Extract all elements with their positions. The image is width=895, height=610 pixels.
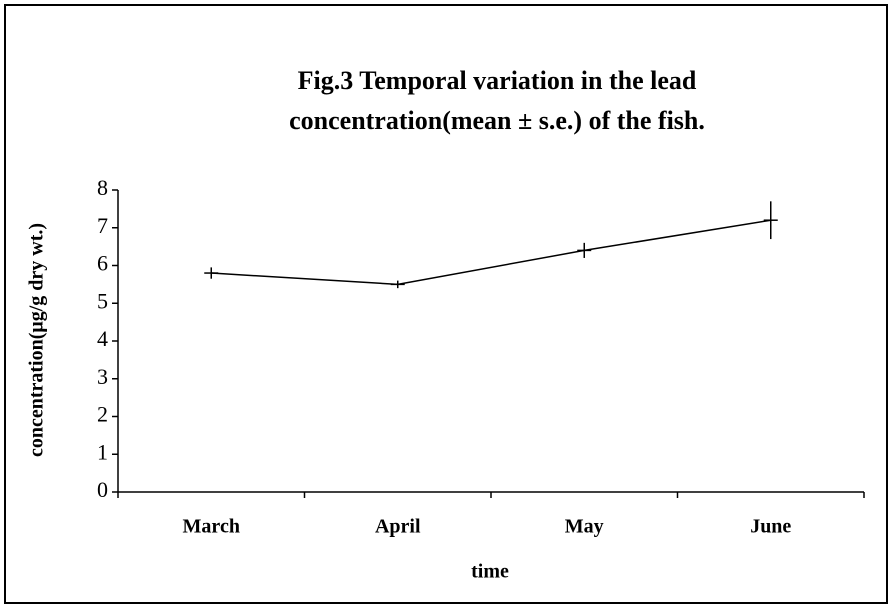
frame bbox=[4, 4, 888, 604]
y-tick-label: 7 bbox=[97, 213, 108, 238]
x-tick-label: June bbox=[750, 516, 791, 538]
chart-title: concentration(mean ± s.e.) of the fish. bbox=[289, 106, 705, 135]
y-tick-label: 6 bbox=[97, 251, 108, 276]
chart-title: Fig.3 Temporal variation in the lead bbox=[298, 66, 697, 95]
y-tick-label: 8 bbox=[97, 175, 108, 200]
y-tick-label: 1 bbox=[97, 439, 108, 464]
y-tick-label: 5 bbox=[97, 288, 108, 313]
y-tick-label: 3 bbox=[97, 364, 108, 389]
y-tick-label: 0 bbox=[97, 477, 108, 502]
data-line bbox=[211, 219, 771, 286]
y-axis-label: concentration(μg/g dry wt.) bbox=[26, 223, 48, 457]
x-tick-label: May bbox=[565, 516, 604, 538]
y-tick-label: 4 bbox=[97, 326, 108, 351]
y-tick-label: 2 bbox=[97, 402, 108, 427]
x-axis-label: time bbox=[471, 561, 509, 583]
x-tick-label: April bbox=[375, 516, 421, 538]
x-tick-label: March bbox=[183, 516, 240, 538]
